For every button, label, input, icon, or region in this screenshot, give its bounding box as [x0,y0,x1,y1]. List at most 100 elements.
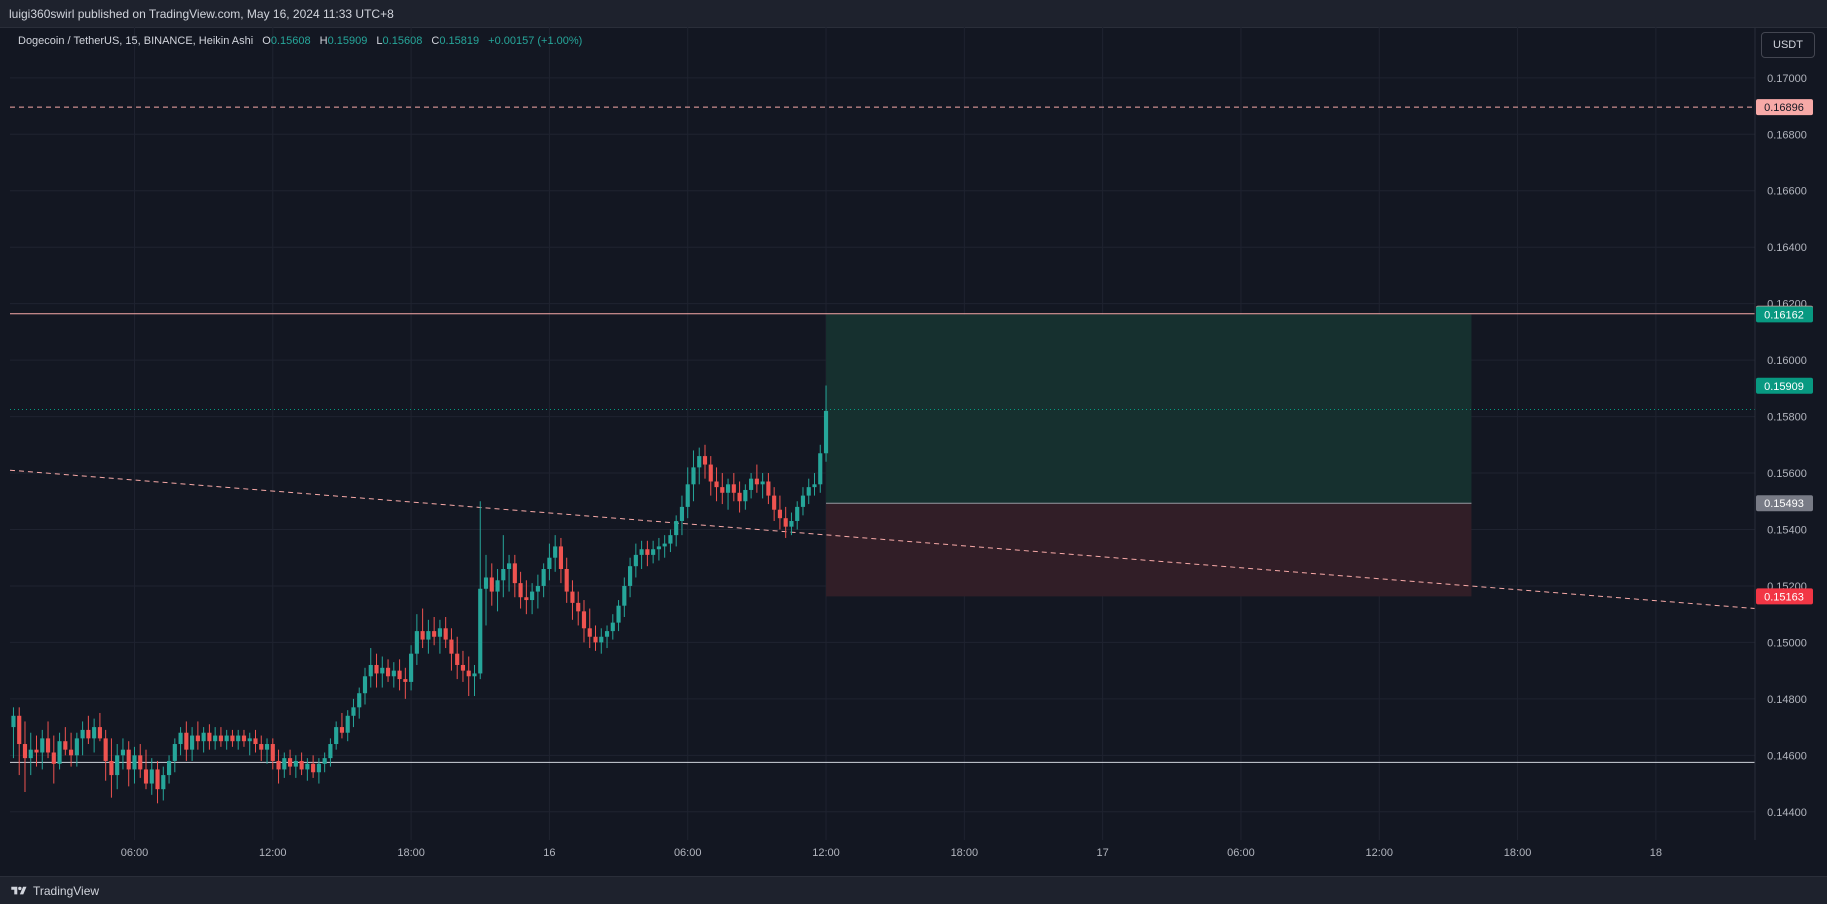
price-tag [1756,495,1813,512]
candle-body [668,535,673,544]
candle-body [132,755,137,770]
candle-body [241,735,247,742]
candle-body [224,735,229,742]
position-tool[interactable] [826,314,1472,597]
candle-body [697,456,702,468]
candle-body [339,727,345,733]
price-tag-label: 0.16896 [1764,102,1804,114]
x-tick-label: 18:00 [951,847,979,859]
x-tick-label: 16 [543,847,555,859]
candle-body [437,628,442,637]
candle-body [823,410,829,454]
candle-body [86,729,91,739]
candle-body [495,580,500,592]
candle-body [230,735,235,742]
profit-zone [826,314,1472,504]
candle-body [622,585,627,606]
candle-body [662,543,667,547]
open-label: O [262,35,271,47]
x-tick-label: 06:00 [674,847,702,859]
candle-body [472,673,477,677]
candle-body [679,506,685,522]
candle-body [553,546,558,558]
candle-body [777,509,782,519]
candle-body [282,758,287,770]
price-axis[interactable]: 0.170000.168000.166000.164000.162000.160… [1754,27,1807,840]
price-tag [1756,377,1813,394]
candle-body [731,484,736,493]
candle-body [443,628,448,640]
candle-body [213,735,218,742]
price-chart[interactable]: 0.170000.168000.166000.164000.162000.160… [0,27,1827,868]
candle-body [357,693,362,708]
candle-body [506,563,512,569]
y-tick-label: 0.16400 [1767,242,1807,254]
publish-note: luigi360swirl published on TradingView.c… [9,7,394,21]
candle-body [483,577,489,589]
candle-body [772,495,777,510]
price-tag-label: 0.15909 [1764,381,1804,393]
candle-body [138,755,143,770]
candle-body [126,749,131,770]
x-tick-label: 18:00 [1504,847,1532,859]
candle-body [92,727,97,739]
candle-body [51,752,56,764]
candle-body [541,569,546,586]
close-label: C [431,35,440,47]
brand-name[interactable]: TradingView [33,884,100,898]
candle-body [311,763,316,773]
candle-body [599,636,604,643]
symbol-title[interactable]: Dogecoin / TetherUS, 15, BINANCE, Heikin… [18,35,254,47]
candle-body [322,758,327,764]
currency-button[interactable]: USDT [1761,32,1815,58]
candle-body [109,760,114,776]
candle-body [535,585,540,592]
candle-body [564,569,569,592]
candle-body [760,481,765,485]
publish-header: luigi360swirl published on TradingView.c… [0,0,1827,28]
candle-body [800,495,806,507]
candle-body [818,453,823,485]
candle-body [708,464,713,482]
candle-body [604,631,610,637]
candle-body [460,664,466,671]
candle-body [178,732,183,745]
candle-body [702,456,708,465]
candle-body [645,549,650,555]
candle-body [362,676,368,694]
candle-body [628,566,633,586]
x-tick-label: 12:00 [812,847,840,859]
candle-body [570,591,575,603]
candle-body [190,735,195,750]
candle-body [207,732,212,742]
candle-body [616,605,621,623]
candle-body [610,622,615,632]
candle-body [351,707,356,716]
candle-body [478,588,483,674]
candle-body [489,577,494,592]
time-axis[interactable]: 06:00 12:00 18:00 16 06:00 12:00 18:00 17 06:00 1… [121,847,1662,859]
candle-body [449,639,454,654]
tradingview-logo-icon[interactable] [10,885,28,897]
y-tick-label: 0.15800 [1767,412,1807,424]
candle-body [17,715,22,745]
y-tick-label: 0.16600 [1767,186,1807,198]
candle-body [512,563,517,584]
candle-body [374,664,379,674]
price-tags: 0.168960.161640.161620.159090.154930.151… [1756,99,1813,605]
x-tick-label: 06:00 [121,847,149,859]
candle-body [674,521,679,536]
x-tick-label: 18 [1650,847,1662,859]
candle-body [743,489,748,502]
candle-body [201,732,206,742]
candle-body [593,636,598,643]
y-tick-label: 0.16000 [1767,355,1807,367]
candle-body [149,769,154,784]
y-tick-label: 0.15400 [1767,524,1807,536]
candle-body [143,769,149,784]
candle-body [455,653,460,665]
candle-body [328,744,333,759]
low-value: 0.15608 [382,35,423,47]
candle-body [766,481,771,496]
candle-body [316,763,321,773]
